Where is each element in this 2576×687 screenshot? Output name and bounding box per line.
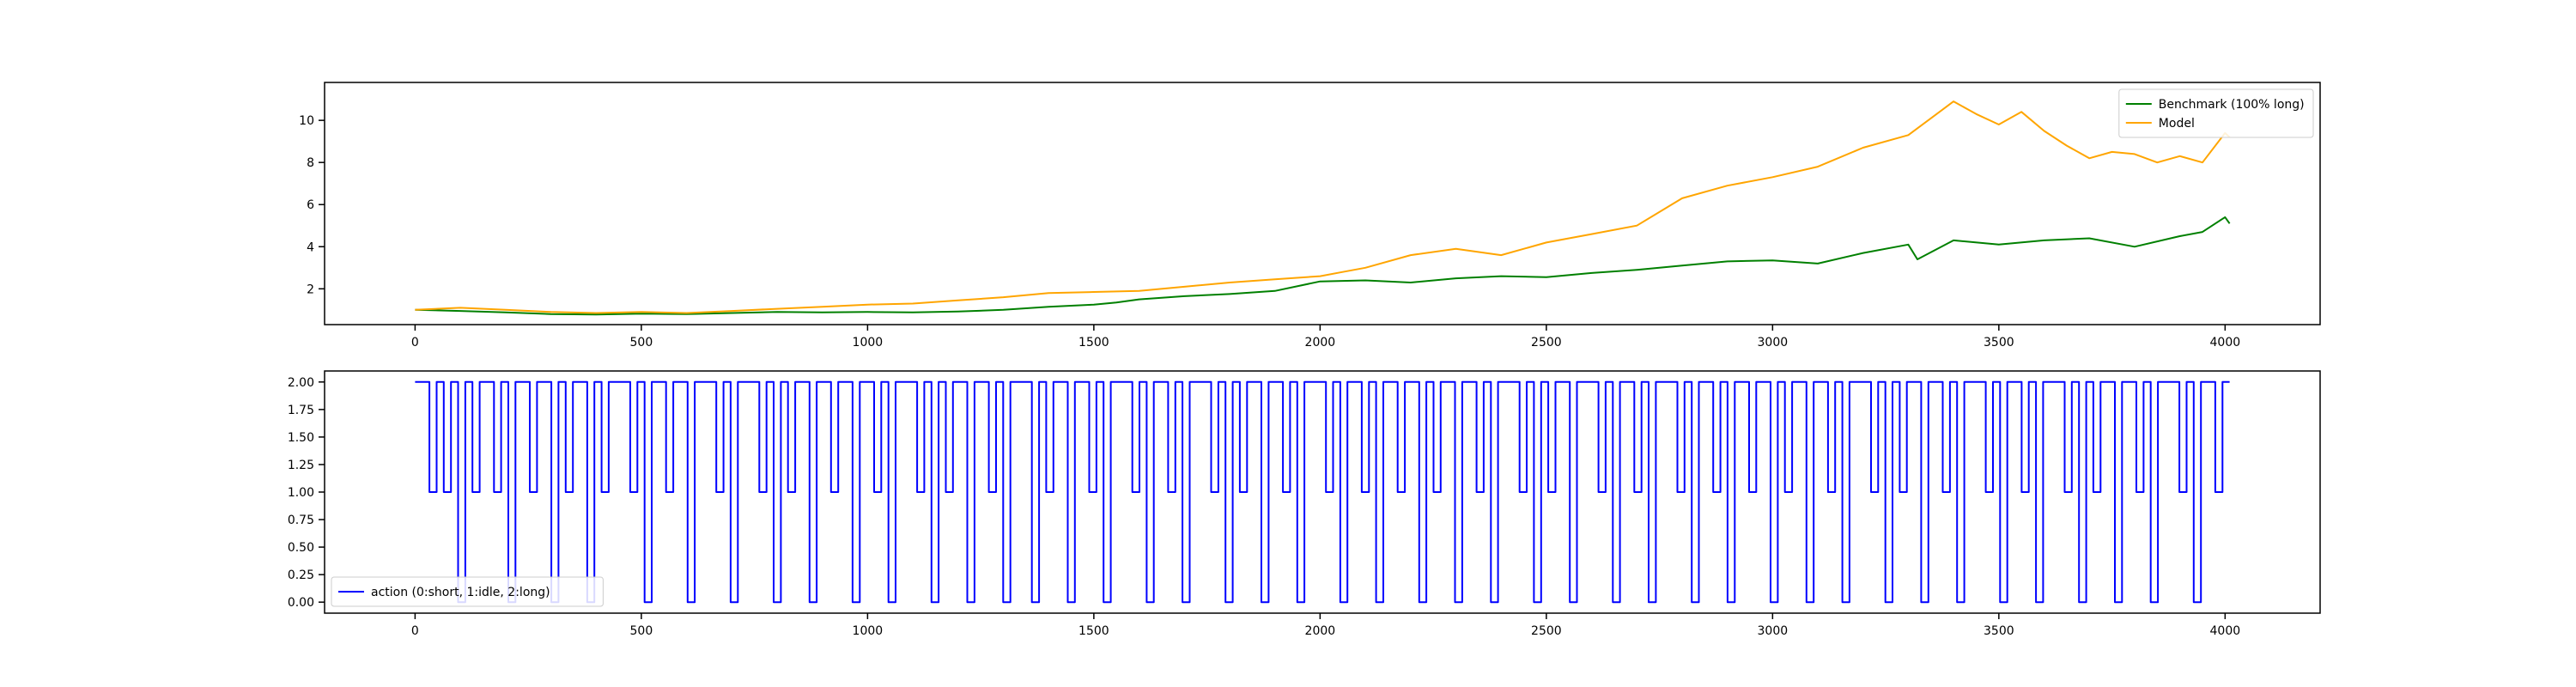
x-tick-label: 3000 (1758, 624, 1789, 638)
y-tick-label: 4 (307, 240, 314, 254)
legend-box (331, 576, 604, 607)
y-tick-label: 0.00 (288, 596, 314, 610)
axes-frame (324, 370, 2321, 614)
series-line-0 (415, 380, 2230, 604)
x-tick-label: 3500 (1984, 336, 2014, 350)
legend-label: Model (2159, 117, 2195, 131)
y-tick-label: 1.50 (288, 431, 314, 445)
x-tick-label: 1500 (1078, 624, 1109, 638)
equity-curve-panel: 0 500 1000 1500 2000 2500 3000 3500 4000 2 4 6 8 10 Be… (299, 82, 2321, 350)
x-tick-label: 1000 (853, 624, 884, 638)
legend: Benchmark (100% long) Model (2118, 88, 2314, 138)
x-tick-label: 500 (630, 624, 653, 638)
y-tick-label: 6 (307, 198, 314, 212)
x-tick-label: 0 (411, 336, 419, 350)
x-tick-label: 500 (630, 336, 653, 350)
y-tick-label: 0.75 (288, 514, 314, 527)
x-tick-label: 1000 (853, 336, 884, 350)
axes-frame (324, 82, 2321, 325)
y-tick-label: 1.00 (288, 486, 314, 500)
x-tick-label: 2500 (1531, 336, 1562, 350)
legend-label: action (0:short, 1:idle, 2:long) (371, 586, 550, 599)
x-tick-label: 4000 (2210, 624, 2241, 638)
y-tick-label: 2 (307, 283, 314, 296)
y-tick-label: 1.25 (288, 459, 314, 472)
y-tick-label: 10 (299, 114, 314, 128)
x-tick-label: 2000 (1305, 336, 1336, 350)
legend-box (2118, 88, 2314, 138)
x-tick-label: 4000 (2210, 336, 2241, 350)
y-tick-label: 0.50 (288, 541, 314, 555)
y-tick-label: 8 (307, 156, 314, 170)
x-tick-label: 2500 (1531, 624, 1562, 638)
y-tick-label: 2.00 (288, 376, 314, 390)
x-tick-label: 2000 (1305, 624, 1336, 638)
x-tick-label: 0 (411, 624, 419, 638)
x-tick-label: 1500 (1078, 336, 1109, 350)
legend: action (0:short, 1:idle, 2:long) (331, 576, 604, 607)
series-line-1 (415, 100, 2231, 314)
legend-label: Benchmark (100% long) (2159, 98, 2305, 112)
x-tick-label: 3000 (1758, 336, 1789, 350)
action-panel: 0 500 1000 1500 2000 2500 3000 3500 4000 0.00 0.25… (288, 370, 2321, 638)
y-tick-label: 0.25 (288, 568, 314, 582)
x-tick-label: 3500 (1984, 624, 2014, 638)
y-tick-label: 1.75 (288, 404, 314, 417)
series-line-0 (415, 216, 2231, 316)
